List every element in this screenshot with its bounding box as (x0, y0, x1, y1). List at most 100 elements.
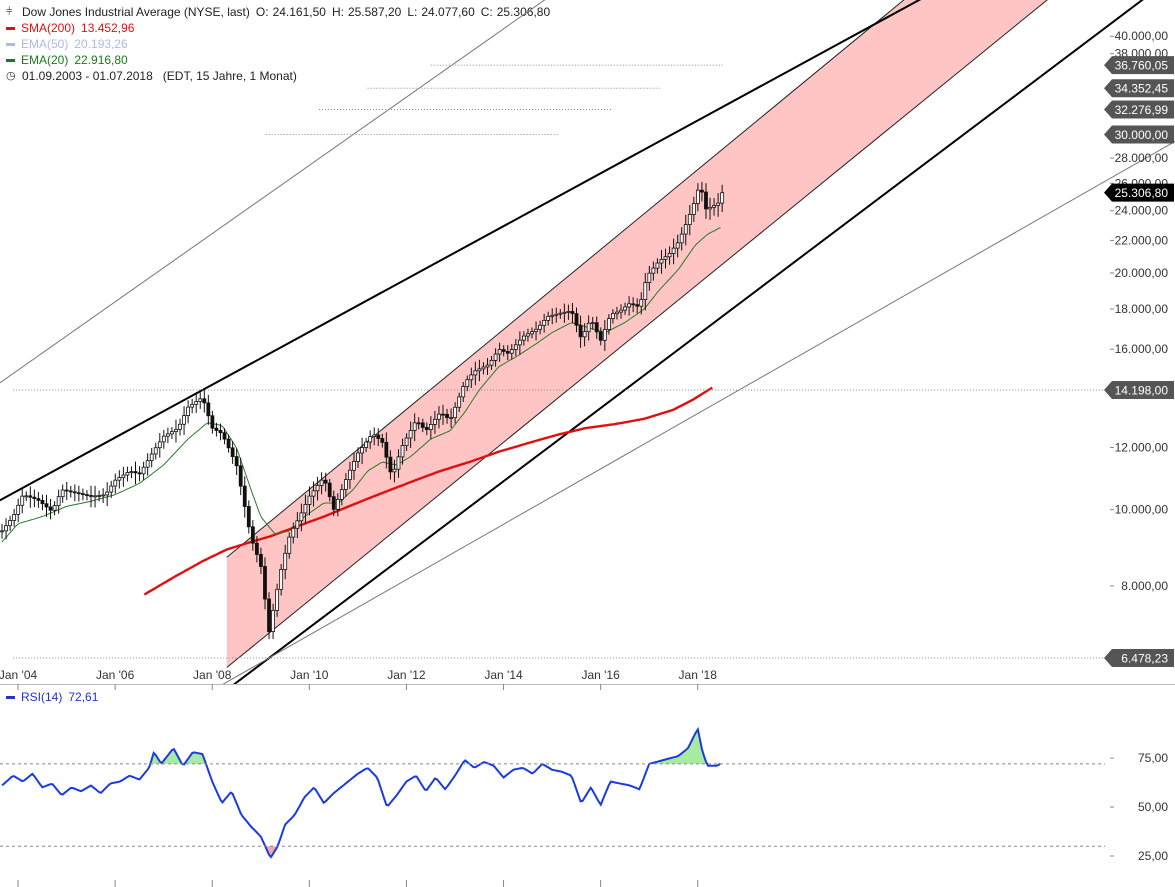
candle-body (331, 496, 336, 510)
candle-body (234, 456, 239, 467)
candle-body (24, 495, 29, 498)
candle-body (137, 472, 142, 475)
candle-body (384, 441, 389, 458)
price-badge-label: 32.276,99 (1115, 103, 1169, 117)
candle-body (194, 401, 199, 405)
candle-body (275, 588, 280, 611)
price-badge: 34.352,45 (1104, 79, 1174, 98)
x-tick-label: Jan '18 (679, 668, 718, 682)
price-badge-label: 25.306,80 (1115, 186, 1169, 200)
candle-body (716, 202, 721, 206)
candle-body (489, 359, 494, 366)
candle-body (594, 322, 599, 333)
trendline-0 (0, 0, 922, 502)
legend-ema20[interactable]: EMA(20) 22.916,80 (6, 52, 550, 68)
candle-body (105, 491, 110, 496)
candle-body (81, 493, 85, 496)
candle-body (570, 311, 575, 315)
candle-body (157, 441, 162, 449)
price-badge-shape (1104, 79, 1174, 98)
sma200-swatch (6, 26, 15, 30)
low-value: 24.077,60 (421, 5, 475, 19)
candle-body (469, 374, 474, 381)
candle-body (291, 527, 296, 538)
candle-body (295, 520, 300, 529)
candle-body (667, 253, 672, 258)
sma200-label: SMA(200) (21, 21, 76, 35)
candles (0, 181, 725, 640)
candle-body (364, 441, 369, 448)
price-badge-shape (1104, 183, 1174, 202)
candle-body (8, 520, 12, 527)
ema50-swatch (6, 42, 15, 46)
candle-body (598, 331, 603, 341)
candle-body (218, 430, 223, 434)
y-tick-label: 40.000,00 (1115, 29, 1169, 43)
candle-body (708, 206, 712, 210)
legend-ema50[interactable]: EMA(50) 20.193,26 (6, 36, 550, 52)
candle-body (174, 428, 178, 433)
candle-body (441, 413, 445, 416)
candle-body (509, 349, 514, 354)
candle-body (408, 430, 413, 439)
candle-body (242, 485, 247, 507)
rsi-line (1, 726, 721, 859)
candle-body (566, 311, 571, 313)
candle-body (546, 315, 551, 321)
candle-body (372, 434, 377, 437)
candle-body (101, 494, 106, 497)
candle-body (267, 598, 271, 632)
candle-body (513, 344, 518, 350)
candle-body (206, 402, 211, 417)
candle-body (643, 282, 648, 300)
candle-body (125, 472, 130, 476)
candle-body (683, 224, 688, 235)
candle-body (412, 422, 417, 431)
x-tick-label: Jan '16 (581, 668, 620, 682)
y-tick-label: 28.000,00 (1115, 151, 1169, 165)
candle-body (343, 479, 348, 490)
channel-upper-line (226, 0, 905, 558)
candle-body (182, 415, 186, 425)
candle-body (153, 447, 158, 455)
candle-body (279, 569, 284, 590)
candle-body (109, 485, 114, 493)
candle-body (611, 313, 615, 320)
date-range-info: (EDT, 15 Jahre, 1 Monat) (162, 69, 297, 83)
y-tick-label: 16.000,00 (1115, 342, 1169, 356)
price-badge: 36.760,05 (1104, 56, 1174, 75)
candle-body (501, 349, 506, 352)
price-badge: 14.198,00 (1104, 381, 1174, 399)
candle-body (700, 189, 704, 193)
candle-body (481, 366, 486, 370)
candle-body (433, 418, 437, 425)
candle-body (627, 303, 632, 308)
candle-body (198, 398, 203, 402)
candle-body (497, 349, 502, 355)
candle-body (287, 536, 292, 554)
trendline-3 (222, 140, 1175, 684)
instrument-row: ⫩ Dow Jones Industrial Average (NYSE, la… (6, 4, 550, 20)
rsi-legend[interactable]: RSI(14) 72,61 (6, 690, 98, 704)
y-tick-label: 12.000,00 (1115, 440, 1169, 454)
candle-body (210, 415, 215, 429)
candle-body (64, 489, 69, 492)
ema20-swatch (6, 58, 15, 62)
candle-body (170, 431, 174, 435)
price-badge: 32.276,99 (1104, 100, 1174, 119)
candle-body (32, 496, 37, 499)
chart-type-icon: ⫩ (6, 6, 13, 18)
ema20-value: 22.916,80 (74, 53, 128, 67)
legend-sma200[interactable]: SMA(200) 13.452,96 (6, 20, 550, 36)
candle-body (311, 490, 316, 497)
x-tick-label: Jan '06 (96, 668, 135, 682)
open-value: 24.161,50 (272, 5, 326, 19)
price-badge: 30.000,00 (1104, 125, 1174, 144)
rsi-y-tick-label: 75,00 (1138, 751, 1168, 765)
channel-lower-line (226, 0, 1048, 668)
candle-body (449, 417, 453, 420)
candle-body (16, 504, 21, 515)
candle-body (254, 542, 259, 555)
candle-body (485, 364, 490, 368)
